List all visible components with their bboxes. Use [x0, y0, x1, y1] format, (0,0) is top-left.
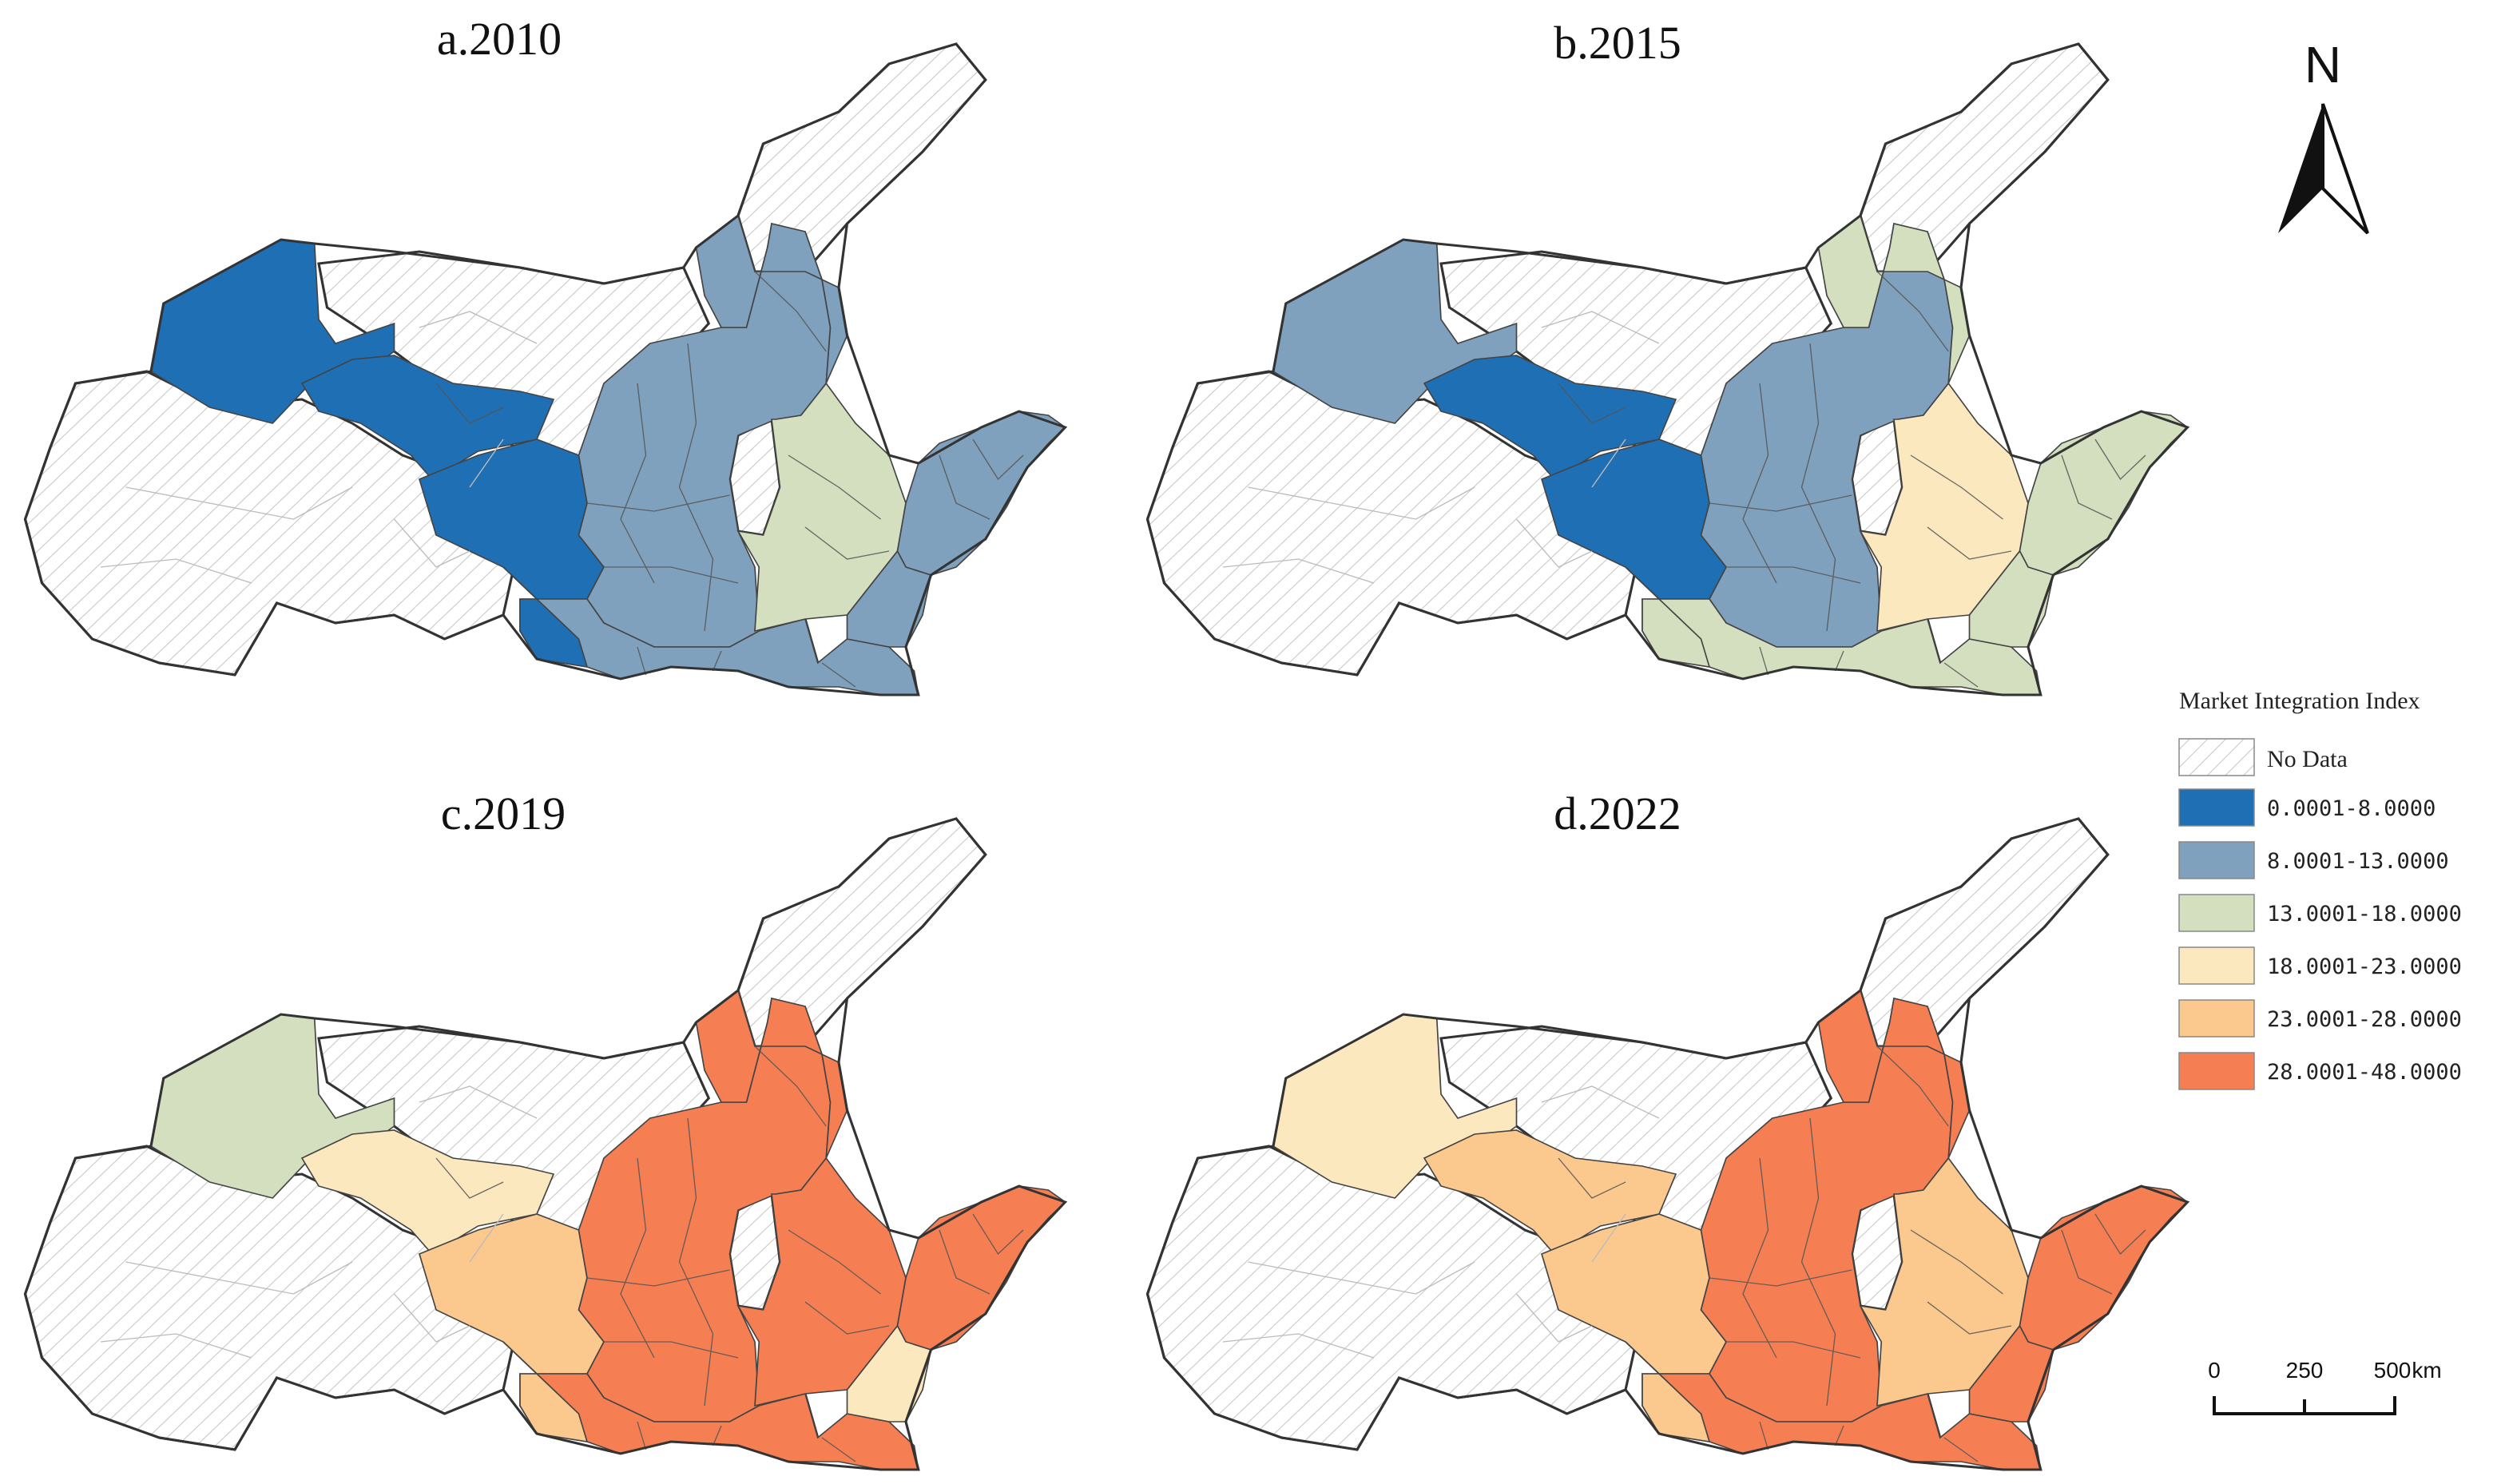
legend-classes: 0.0001-8.0000 8.0001-13.0000 13.0001-18.00…	[2178, 788, 2462, 1090]
region-southeast	[846, 1324, 932, 1422]
legend-swatch	[2178, 841, 2255, 879]
map-panel-2015: b.2015	[1145, 17, 2190, 696]
choropleth-map	[1145, 817, 2190, 1471]
legend-label: 23.0001-28.0000	[2267, 1007, 2462, 1032]
scale-tick-label: 500	[2374, 1358, 2412, 1383]
region-southeast	[1968, 550, 2054, 648]
north-arrow-icon	[2278, 104, 2323, 233]
region-north	[1817, 214, 1971, 384]
scale-bar-line	[2213, 1396, 2396, 1415]
scale-bar: 0 250 500 km	[2208, 1358, 2442, 1415]
no-data-swatch	[2178, 738, 2255, 776]
panel-title: a.2010	[437, 13, 562, 65]
legend-label: 28.0001-48.0000	[2267, 1060, 2462, 1085]
north-label: N	[2305, 36, 2341, 93]
region-southeast	[846, 550, 932, 648]
region-southeast	[1968, 1324, 2054, 1422]
north-arrow: N	[2278, 36, 2369, 235]
legend-label: 13.0001-18.0000	[2267, 902, 2462, 927]
legend-swatch	[2178, 999, 2255, 1038]
scale-tick-label: 250	[2286, 1358, 2324, 1383]
legend-swatch	[2178, 788, 2255, 827]
scale-tick-label: 0	[2208, 1358, 2221, 1383]
region-north	[1817, 989, 1971, 1159]
choropleth-map	[23, 42, 1068, 696]
region-peninsula	[896, 1185, 1066, 1351]
legend-label: 0.0001-8.0000	[2267, 796, 2436, 821]
panel-title: d.2022	[1554, 788, 1681, 839]
legend-swatch	[2178, 1052, 2255, 1090]
legend-swatch	[2178, 946, 2255, 985]
map-panel-2010: a.2010	[23, 13, 1068, 696]
region-north	[695, 989, 848, 1159]
map-panel-2022: d.2022	[1145, 788, 2190, 1471]
scale-unit: km	[2412, 1358, 2441, 1383]
legend-swatch	[2178, 894, 2255, 932]
choropleth-map	[1145, 42, 2190, 696]
no-data-label: No Data	[2267, 746, 2348, 772]
legend-label: 8.0001-13.0000	[2267, 849, 2449, 874]
region-north	[695, 214, 848, 384]
region-peninsula	[896, 411, 1066, 576]
panel-title: b.2015	[1554, 17, 1681, 69]
region-peninsula	[2019, 411, 2189, 576]
legend: Market Integration Index No Data 0.0001-…	[2178, 688, 2462, 1090]
map-panel-2019: c.2019	[23, 788, 1068, 1471]
region-peninsula	[2019, 1185, 2189, 1351]
legend-title: Market Integration Index	[2179, 688, 2420, 714]
legend-label: 18.0001-23.0000	[2267, 954, 2462, 979]
choropleth-map	[23, 817, 1068, 1471]
panel-title: c.2019	[441, 788, 566, 839]
